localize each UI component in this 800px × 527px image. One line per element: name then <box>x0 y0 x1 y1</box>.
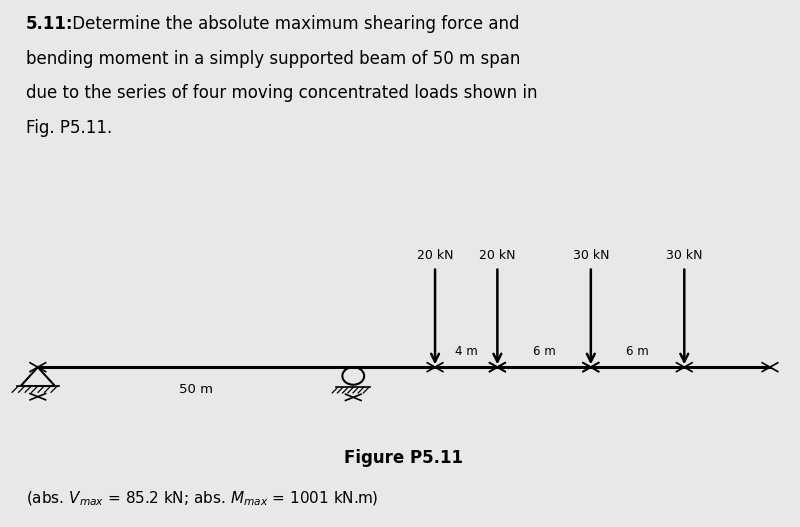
Text: Determine the absolute maximum shearing force and: Determine the absolute maximum shearing … <box>66 15 519 33</box>
Text: 4 m: 4 m <box>455 345 478 358</box>
Text: 20 kN: 20 kN <box>417 249 454 261</box>
Text: (abs. $V_{max}$ = 85.2 kN; abs. $M_{max}$ = 1001 kN.m): (abs. $V_{max}$ = 85.2 kN; abs. $M_{max}… <box>26 490 378 508</box>
Text: due to the series of four moving concentrated loads shown in: due to the series of four moving concent… <box>26 84 538 102</box>
Text: 50 m: 50 m <box>178 383 213 396</box>
Text: 20 kN: 20 kN <box>479 249 516 261</box>
Text: 30 kN: 30 kN <box>573 249 609 261</box>
Text: 5.11:: 5.11: <box>26 15 74 33</box>
Text: 6 m: 6 m <box>533 345 555 358</box>
Text: Figure P5.11: Figure P5.11 <box>344 449 463 467</box>
Text: 30 kN: 30 kN <box>666 249 702 261</box>
Text: Fig. P5.11.: Fig. P5.11. <box>26 119 112 137</box>
Text: bending moment in a simply supported beam of 50 m span: bending moment in a simply supported bea… <box>26 50 521 68</box>
Text: 6 m: 6 m <box>626 345 649 358</box>
